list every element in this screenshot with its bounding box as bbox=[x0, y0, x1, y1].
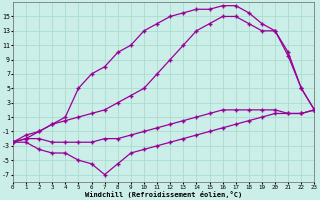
X-axis label: Windchill (Refroidissement éolien,°C): Windchill (Refroidissement éolien,°C) bbox=[85, 191, 242, 198]
